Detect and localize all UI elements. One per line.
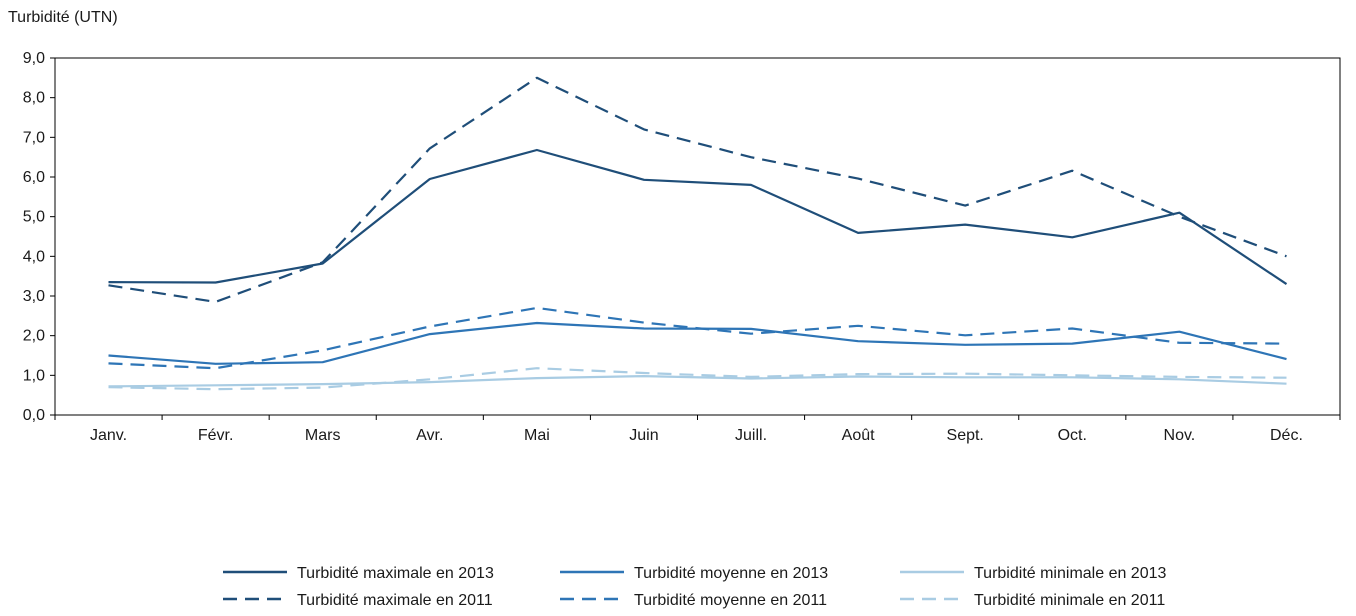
legend-label: Turbidité minimale en 2013: [974, 565, 1167, 582]
plot-area-frame: [54, 57, 1341, 416]
y-tick-label: 6,0: [23, 169, 45, 186]
x-tick-label: Août: [842, 427, 875, 444]
series-line-3: [108, 375, 1287, 388]
legend-label: Turbidité maximale en 2013: [297, 565, 494, 582]
y-tick-label: 4,0: [23, 248, 45, 265]
y-tick-label: 9,0: [23, 50, 45, 67]
y-tick-label: 2,0: [23, 328, 45, 345]
x-tick-label: Févr.: [198, 427, 234, 444]
x-tick-label: Juin: [629, 427, 658, 444]
legend-label: Turbidité moyenne en 2013: [634, 565, 828, 582]
x-tick-label: Juill.: [735, 427, 767, 444]
x-tick-label: Déc.: [1270, 427, 1303, 444]
y-tick-label: 1,0: [23, 367, 45, 384]
x-tick-label: Mars: [305, 427, 341, 444]
y-tick-label: 8,0: [23, 90, 45, 107]
x-tick-label: Mai: [524, 427, 550, 444]
legend-label: Turbidité maximale en 2011: [297, 592, 493, 609]
x-tick-label: Oct.: [1058, 427, 1087, 444]
series-line-4: [108, 76, 1287, 303]
x-tick-label: Sept.: [947, 427, 984, 444]
legend-label: Turbidité minimale en 2011: [974, 592, 1165, 609]
x-tick-label: Avr.: [416, 427, 443, 444]
series-line-1: [108, 148, 1288, 286]
legend-label: Turbidité moyenne en 2011: [634, 592, 827, 609]
y-axis-title: Turbidité (UTN): [8, 9, 118, 26]
y-tick-label: 5,0: [23, 209, 45, 226]
y-tick-label: 7,0: [23, 129, 45, 146]
y-tick-label: 3,0: [23, 288, 45, 305]
y-tick-label: 0,0: [23, 407, 45, 424]
series-line-5: [108, 306, 1287, 370]
x-tick-label: Nov.: [1164, 427, 1196, 444]
x-tick-label: Janv.: [90, 427, 127, 444]
